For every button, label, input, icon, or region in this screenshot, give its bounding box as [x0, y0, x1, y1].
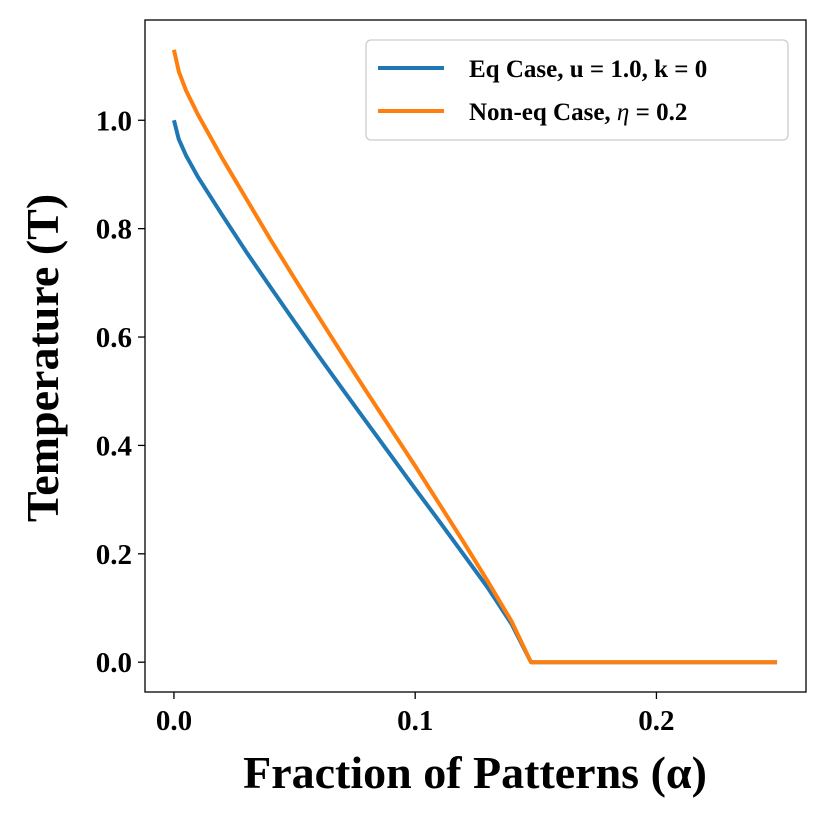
legend: Eq Case, u = 1.0, k = 0 Non-eq Case, η =…	[365, 39, 789, 141]
x-tick-label: 0.2	[638, 705, 674, 737]
y-tick-label: 0.4	[96, 430, 132, 462]
legend-label-noneq-suffix: = 0.2	[629, 99, 687, 126]
y-tick-label: 0.2	[96, 539, 132, 571]
legend-label-noneq-symbol: η	[617, 99, 629, 126]
legend-label-noneq-prefix: Non-eq Case,	[469, 99, 617, 126]
plot-area-frame	[144, 19, 807, 693]
x-tick-label: 0.0	[156, 705, 192, 737]
plot-lines	[171, 49, 778, 665]
legend-label-noneq: Non-eq Case, η = 0.2	[469, 99, 687, 126]
y-axis-title-text: Temperature (T)	[17, 194, 68, 522]
x-axis-title: Fraction of Patterns (α)	[243, 747, 707, 798]
y-axis-ticks: 0.0 0.2 0.4 0.6 0.8 1.0	[96, 105, 145, 679]
x-axis-ticks: 0.0 0.1 0.2	[156, 692, 675, 737]
y-tick-label: 0.6	[96, 322, 132, 354]
y-axis-title: Temperature (T)	[17, 194, 68, 522]
y-tick-label: 0.8	[96, 214, 132, 246]
y-tick-label: 0.0	[96, 647, 132, 679]
x-axis-title-text: Fraction of Patterns (α)	[243, 747, 707, 798]
legend-box	[365, 39, 789, 141]
series-line-1	[171, 49, 778, 665]
x-tick-label: 0.1	[397, 705, 433, 737]
y-tick-label: 1.0	[96, 105, 132, 137]
legend-label-eq: Eq Case, u = 1.0, k = 0	[469, 56, 707, 83]
